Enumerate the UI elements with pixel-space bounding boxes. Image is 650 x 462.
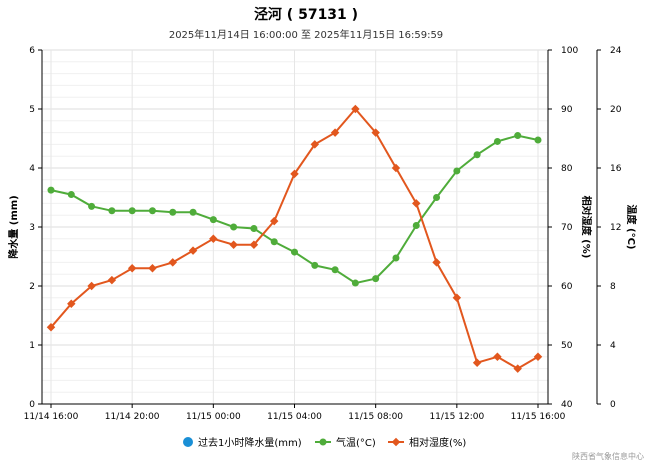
y-tick-label-precip: 0 — [29, 400, 35, 410]
x-tick-label: 11/15 16:00 — [511, 412, 566, 422]
data-point-temperature[interactable] — [291, 248, 298, 256]
y-tick-label-temperature: 24 — [610, 46, 622, 56]
y-tick-label-humidity: 90 — [561, 105, 573, 115]
y-tick-label-temperature: 0 — [610, 400, 616, 410]
x-tick-label: 11/14 16:00 — [24, 412, 79, 422]
legend-label-humidity: 相对湿度(%) — [409, 436, 466, 449]
data-point-temperature[interactable] — [473, 151, 481, 159]
data-point-temperature[interactable] — [169, 208, 177, 216]
x-tick-label: 11/14 20:00 — [105, 412, 160, 422]
data-point-temperature[interactable] — [514, 132, 522, 140]
data-point-humidity[interactable] — [107, 275, 117, 285]
axes: 11/14 16:00 11/14 20:00 11/15 00:00 11/15 0… — [24, 46, 622, 422]
data-point-temperature[interactable] — [209, 216, 217, 224]
series-layer — [46, 104, 543, 373]
data-point-humidity[interactable] — [188, 246, 198, 255]
data-point-temperature[interactable] — [67, 191, 75, 199]
data-point-temperature[interactable] — [311, 261, 319, 269]
data-point-temperature[interactable] — [270, 238, 278, 246]
data-point-humidity[interactable] — [229, 240, 238, 249]
data-point-humidity[interactable] — [290, 169, 299, 179]
data-point-temperature[interactable] — [433, 194, 441, 201]
y-tick-label-humidity: 60 — [561, 282, 573, 292]
data-point-humidity[interactable] — [46, 323, 56, 332]
y-tick-label-humidity: 100 — [561, 46, 578, 56]
data-point-humidity[interactable] — [533, 352, 543, 362]
data-point-temperature[interactable] — [331, 266, 339, 274]
y-tick-label-temperature: 4 — [610, 341, 616, 351]
legend: 过去1小时降水量(mm) 气温(°C) 相对湿度(%) — [183, 436, 466, 449]
data-point-humidity[interactable] — [432, 258, 441, 267]
y-tick-label-precip: 3 — [29, 223, 35, 233]
legend-marker-humidity — [391, 437, 401, 447]
data-point-humidity[interactable] — [87, 281, 96, 291]
data-point-humidity[interactable] — [127, 264, 137, 273]
data-point-temperature[interactable] — [189, 208, 197, 216]
data-point-humidity[interactable] — [371, 128, 380, 137]
chart-subtitle: 2025年11月14日 16:00:00 至 2025年11月15日 16:59… — [169, 28, 443, 41]
data-point-temperature[interactable] — [108, 207, 116, 215]
data-point-temperature[interactable] — [534, 136, 542, 144]
data-point-humidity[interactable] — [148, 264, 157, 273]
legend-marker-precip — [183, 437, 193, 447]
data-point-temperature[interactable] — [372, 275, 380, 283]
y-tick-label-humidity: 80 — [561, 164, 573, 174]
y-tick-label-precip: 4 — [29, 164, 35, 174]
chart-title: 泾河 ( 57131 ) — [254, 6, 358, 23]
data-point-humidity[interactable] — [67, 299, 76, 308]
y-tick-label-precip: 1 — [29, 341, 35, 351]
y-tick-label-temperature: 16 — [610, 164, 622, 174]
data-point-temperature[interactable] — [128, 207, 136, 215]
data-point-humidity[interactable] — [269, 216, 279, 226]
y-tick-label-humidity: 50 — [561, 341, 573, 351]
data-point-temperature[interactable] — [351, 279, 359, 287]
y-tick-label-temperature: 8 — [610, 282, 616, 292]
data-point-humidity[interactable] — [493, 352, 502, 362]
data-point-temperature[interactable] — [230, 223, 238, 231]
data-point-humidity[interactable] — [168, 258, 177, 267]
axis-title-precip: 降水量 (mm) — [7, 195, 20, 258]
data-point-humidity[interactable] — [351, 104, 360, 114]
axis-title-humidity: 相对湿度 (%) — [580, 196, 593, 259]
data-point-humidity[interactable] — [513, 364, 522, 373]
data-point-humidity[interactable] — [209, 234, 218, 244]
legend-label-temperature: 气温(°C) — [336, 436, 376, 449]
legend-item-humidity[interactable]: 相对湿度(%) — [388, 436, 466, 449]
data-point-humidity[interactable] — [249, 240, 259, 249]
x-tick-label: 11/15 00:00 — [186, 412, 241, 422]
y-tick-label-humidity: 40 — [561, 400, 573, 410]
data-point-temperature[interactable] — [47, 186, 55, 194]
x-tick-label: 11/15 12:00 — [429, 412, 484, 422]
legend-item-temperature[interactable]: 气温(°C) — [315, 436, 376, 449]
x-tick-label: 11/15 04:00 — [267, 412, 322, 422]
y-tick-label-precip: 6 — [29, 46, 35, 56]
data-point-temperature[interactable] — [453, 167, 461, 175]
legend-label-precip: 过去1小时降水量(mm) — [198, 436, 302, 449]
legend-marker-temperature — [319, 438, 327, 446]
data-point-humidity[interactable] — [330, 128, 340, 137]
y-tick-label-precip: 5 — [29, 105, 35, 115]
data-point-temperature[interactable] — [412, 222, 420, 230]
data-point-temperature[interactable] — [148, 207, 156, 215]
data-point-temperature[interactable] — [493, 137, 501, 145]
data-point-humidity[interactable] — [472, 358, 482, 367]
data-point-temperature[interactable] — [392, 254, 400, 262]
y-tick-label-precip: 2 — [29, 282, 35, 292]
x-tick-label: 11/15 08:00 — [348, 412, 403, 422]
y-tick-label-humidity: 70 — [561, 223, 573, 233]
data-point-temperature[interactable] — [88, 202, 96, 210]
legend-item-precip[interactable]: 过去1小时降水量(mm) — [183, 436, 302, 449]
data-point-humidity[interactable] — [310, 140, 320, 149]
data-point-temperature[interactable] — [250, 224, 258, 232]
chart-credit: 陕西省气象信息中心 — [572, 451, 644, 461]
data-point-humidity[interactable] — [412, 199, 421, 208]
y-tick-label-temperature: 12 — [610, 223, 621, 233]
data-point-humidity[interactable] — [452, 293, 462, 303]
data-point-humidity[interactable] — [391, 163, 401, 173]
y-tick-label-temperature: 20 — [610, 105, 622, 115]
axis-title-temperature: 温度 (°C) — [625, 205, 638, 250]
grid — [42, 49, 548, 405]
